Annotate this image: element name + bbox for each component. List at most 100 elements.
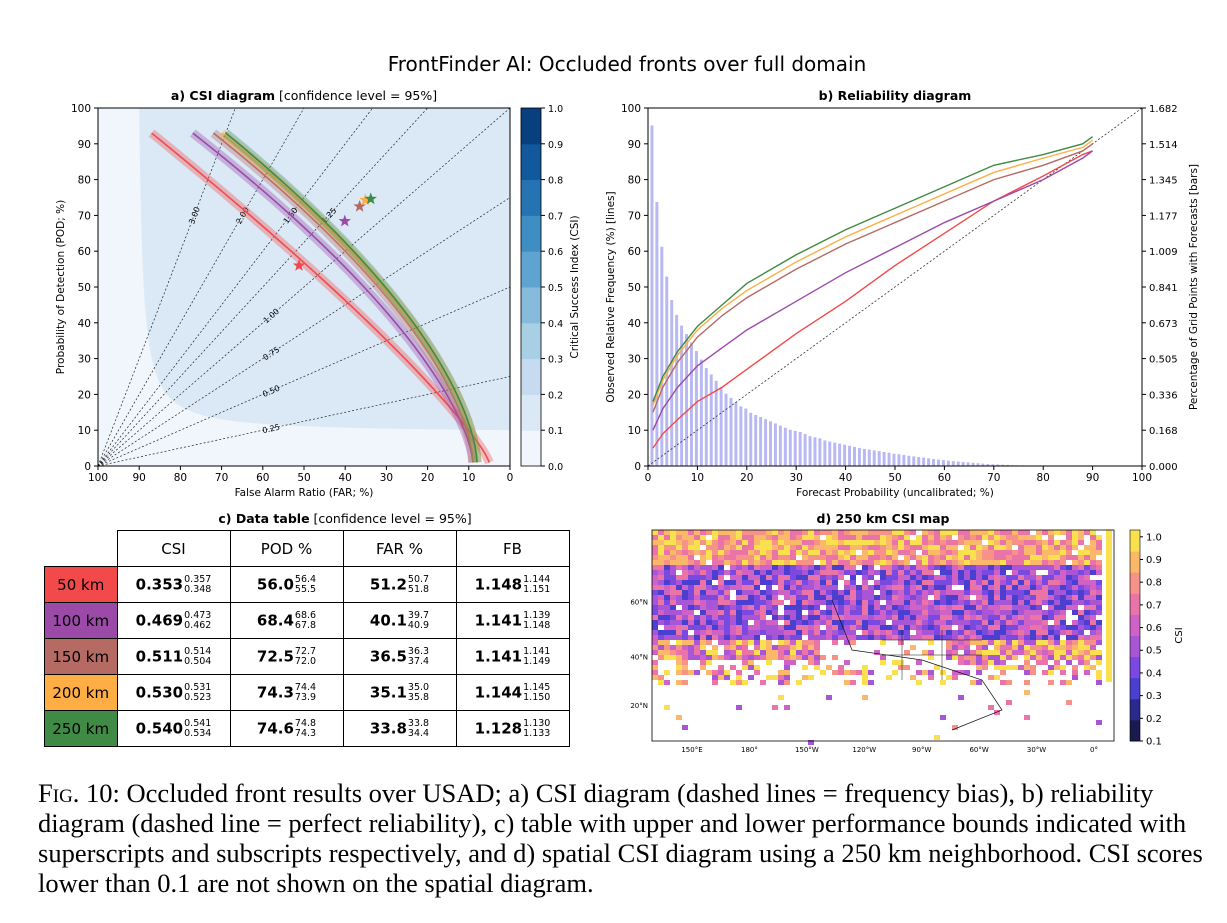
map-cell xyxy=(730,610,736,615)
bias-line xyxy=(98,108,305,466)
map-cell xyxy=(898,590,904,595)
map-cell xyxy=(928,550,934,555)
map-cell xyxy=(1000,670,1006,675)
map-cell xyxy=(814,575,820,580)
lat-label: 40°N xyxy=(630,654,648,662)
map-cell xyxy=(1084,565,1090,570)
lower-bound: 0.348 xyxy=(184,583,212,595)
map-cell xyxy=(814,555,820,560)
map-cell xyxy=(1072,590,1078,595)
map-cell xyxy=(658,585,664,590)
map-cell xyxy=(1060,625,1066,630)
map-cell xyxy=(850,620,856,625)
map-cell xyxy=(688,600,694,605)
map-cell xyxy=(1006,560,1012,565)
map-cell xyxy=(670,535,676,540)
map-cell xyxy=(730,620,736,625)
map-cell xyxy=(1042,620,1048,625)
map-cell xyxy=(922,630,928,635)
map-cell xyxy=(1012,615,1018,620)
map-cell xyxy=(736,610,742,615)
map-cell xyxy=(928,605,934,610)
map-cell xyxy=(1018,550,1024,555)
map-cell xyxy=(874,650,880,655)
map-cell xyxy=(772,600,778,605)
map-cell xyxy=(688,625,694,630)
map-cell xyxy=(748,530,754,535)
colorbar-d-tick-label: 0.8 xyxy=(1146,578,1162,589)
map-cell xyxy=(1000,645,1006,650)
map-cell xyxy=(706,630,712,635)
map-cell xyxy=(916,670,922,675)
map-cell xyxy=(850,585,856,590)
reliability-line-250km xyxy=(652,136,1094,402)
map-cell xyxy=(982,640,988,645)
map-cell xyxy=(880,580,886,585)
map-cell xyxy=(808,580,814,585)
cell-value: 0.540 xyxy=(135,719,184,737)
map-cell xyxy=(688,555,694,560)
map-cell xyxy=(952,670,958,675)
map-cell xyxy=(748,560,754,565)
map-cell xyxy=(670,555,676,560)
map-cell xyxy=(868,570,874,575)
map-cell xyxy=(814,645,820,650)
map-cell xyxy=(700,590,706,595)
map-cell xyxy=(988,640,994,645)
histogram-bar xyxy=(976,463,980,466)
map-cell xyxy=(1090,580,1096,585)
map-cell xyxy=(664,645,670,650)
map-cell xyxy=(922,555,928,560)
map-cell xyxy=(922,605,928,610)
map-cell xyxy=(916,600,922,605)
map-cell xyxy=(706,585,712,590)
map-cell xyxy=(748,635,754,640)
x-tick-label: 0 xyxy=(507,472,514,484)
y-tick-label: 0 xyxy=(84,461,91,473)
map-cell xyxy=(994,630,1000,635)
marker-star-50km xyxy=(292,259,306,271)
histogram-bar xyxy=(961,461,965,466)
map-cell xyxy=(754,620,760,625)
map-cell xyxy=(1030,575,1036,580)
map-cell xyxy=(742,595,748,600)
map-cell xyxy=(790,645,796,650)
map-cell xyxy=(844,605,850,610)
map-cell xyxy=(958,615,964,620)
map-cell xyxy=(802,625,808,630)
map-cell xyxy=(898,585,904,590)
map-cell xyxy=(1018,565,1024,570)
map-cell xyxy=(1048,550,1054,555)
map-cell xyxy=(832,620,838,625)
map-cell xyxy=(682,555,688,560)
map-cell xyxy=(850,605,856,610)
map-cell xyxy=(838,540,844,545)
map-cell xyxy=(730,655,736,660)
map-cell xyxy=(1054,655,1060,660)
map-cell xyxy=(904,555,910,560)
histogram-bar xyxy=(946,460,950,466)
map-cell xyxy=(898,615,904,620)
map-cell xyxy=(904,635,910,640)
map-cell xyxy=(658,655,664,660)
map-cell xyxy=(1000,655,1006,660)
map-cell xyxy=(1060,555,1066,560)
map-cell xyxy=(988,535,994,540)
map-cell xyxy=(694,625,700,630)
map-cell xyxy=(754,615,760,620)
lower-bound: 55.5 xyxy=(294,583,317,595)
map-cell xyxy=(970,585,976,590)
map-cell xyxy=(724,615,730,620)
map-cell xyxy=(664,575,670,580)
map-cell xyxy=(946,630,952,635)
map-cell xyxy=(742,590,748,595)
map-cell xyxy=(958,630,964,635)
map-cell xyxy=(664,590,670,595)
map-cell xyxy=(1000,620,1006,625)
map-cell xyxy=(880,530,886,535)
map-cell xyxy=(766,630,772,635)
map-cell xyxy=(982,590,988,595)
map-cell xyxy=(820,635,826,640)
map-cell xyxy=(886,635,892,640)
map-cell xyxy=(970,565,976,570)
